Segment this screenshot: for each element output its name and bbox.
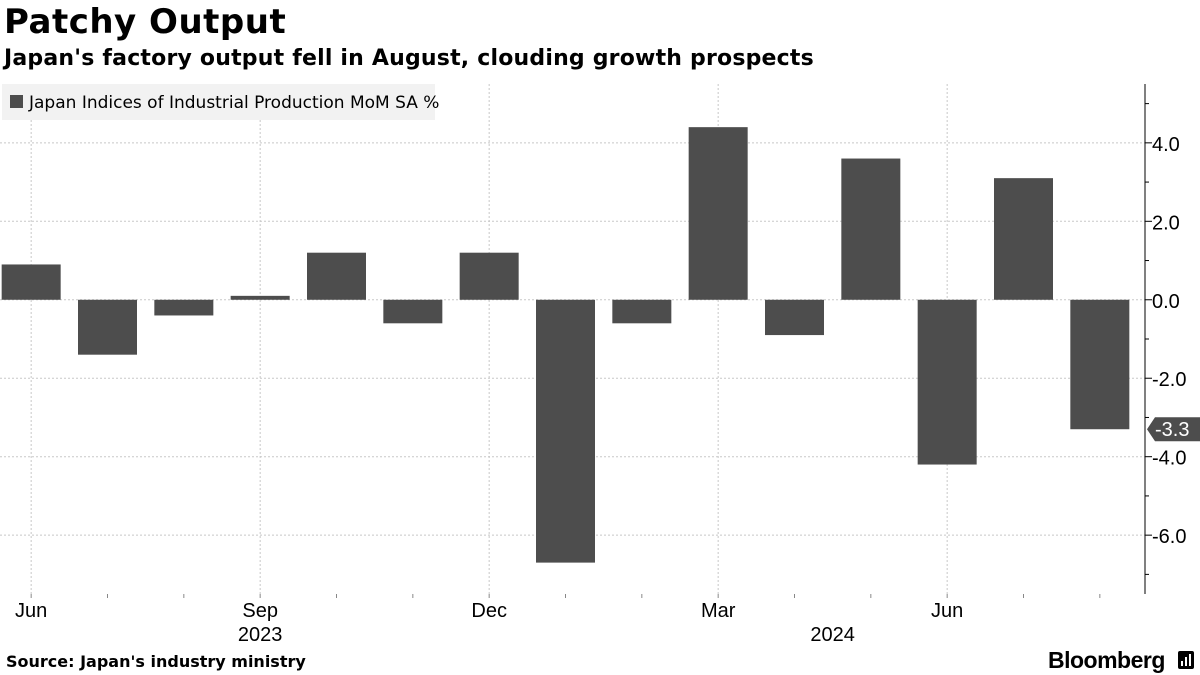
y-tick-label: 2.0 [1152,212,1180,234]
chart-title: Patchy Output [4,2,287,42]
x-year-label: 2023 [238,624,283,646]
bar-2024-01 [536,299,595,563]
last-value-flag [1147,417,1200,442]
y-tick-label: 0.0 [1152,291,1180,313]
bar-2024-08 [1070,299,1130,430]
bar-2024-02 [612,299,672,324]
x-year-label: 2024 [810,624,855,646]
x-axis: Jun Sep Dec Mar Jun 2023 2024 [15,594,1101,646]
y-tick-label: -6.0 [1152,526,1186,548]
bars [1,127,1130,563]
bar-2024-05 [841,158,901,300]
bloomberg-terminal-icon [1178,651,1194,669]
bar-2023-08 [154,299,214,316]
source-note: Source: Japan's industry ministry [6,652,306,671]
bar-2023-11 [383,299,443,324]
chart-subtitle: Japan's factory output fell in August, c… [4,46,814,71]
bar-2023-07 [78,299,137,355]
bar-2024-07 [994,178,1053,300]
y-tick-label: -2.0 [1152,369,1186,391]
x-tick-label: Sep [242,600,278,622]
x-tick-label: Jun [15,600,47,622]
last-value-label: -3.3 [1155,419,1189,441]
bar-2023-06 [1,264,61,300]
y-tick-label: -4.0 [1152,448,1186,470]
bar-2023-10 [307,252,366,300]
legend-label: Japan Indices of Industrial Production M… [28,93,439,113]
x-tick-label: Dec [471,600,507,622]
legend-swatch [10,95,23,108]
bloomberg-logo: Bloomberg [1048,647,1165,673]
bar-2024-03 [688,127,748,300]
x-tick-label: Mar [701,600,736,622]
bar-2024-04 [765,299,824,336]
bar-2023-09 [230,295,290,300]
legend: Japan Indices of Industrial Production M… [2,84,439,120]
last-value-marker: -3.3 [1147,417,1200,442]
bar-2023-12 [459,252,519,300]
y-tick-label: 4.0 [1152,134,1180,156]
bar-2024-06 [917,299,977,465]
y-axis: 4.0 2.0 0.0 -2.0 -4.0 -6.0 [1144,84,1186,594]
x-tick-label: Jun [931,600,963,622]
legend-background [2,84,435,120]
